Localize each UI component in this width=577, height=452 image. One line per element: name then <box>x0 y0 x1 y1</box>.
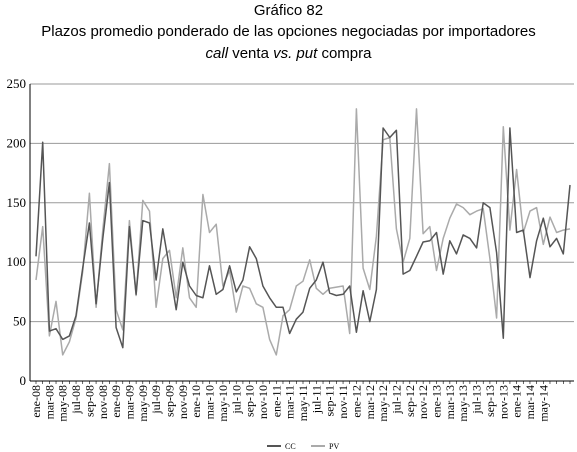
chart-legend: CC PV <box>267 442 339 451</box>
x-tick-label: nov-10 <box>256 385 270 419</box>
x-tick-label: jul-13 <box>470 385 484 415</box>
x-tick-label: mar-08 <box>42 385 56 419</box>
x-tick-label: ene-14 <box>510 385 524 418</box>
series-line-pv <box>35 108 571 356</box>
subtitle-part-5: compra <box>317 45 372 62</box>
x-tick-label: sep-11 <box>323 385 337 417</box>
subtitle-part-1: venta <box>228 45 274 62</box>
x-tick-label: mar-12 <box>363 385 377 419</box>
chart-title-line1: Gráfico 82 <box>253 2 324 19</box>
y-tick-label: 100 <box>7 254 27 269</box>
x-tick-label: ene-13 <box>430 385 444 418</box>
x-tick-label: mar-09 <box>122 385 136 419</box>
x-tick-label: ene-12 <box>349 385 363 418</box>
x-tick-label: may-14 <box>536 385 550 422</box>
y-tick-label: 50 <box>13 314 26 329</box>
x-tick-label: jul-08 <box>69 385 83 415</box>
x-tick-label: may-13 <box>456 385 470 422</box>
subtitle-part-4: put <box>296 45 318 62</box>
chart-titles: Gráfico 82 Plazos promedio ponderado de … <box>0 0 577 65</box>
x-tick-label: ene-08 <box>29 385 43 418</box>
x-tick-label: sep-13 <box>483 385 497 417</box>
x-tick-label: sep-09 <box>163 385 177 417</box>
y-tick-label: 0 <box>20 373 27 388</box>
chart-subtitle: call venta vs. put compra <box>0 43 577 65</box>
x-tick-label: sep-10 <box>243 385 257 417</box>
x-tick-label: jul-09 <box>149 385 163 415</box>
chart-title-line2: Plazos promedio ponderado de las opcione… <box>41 23 536 40</box>
x-tick-label: may-08 <box>56 385 70 422</box>
legend-label-cc: CC <box>285 442 296 451</box>
x-axis: ene-08 mar-08 may-08 jul-08 sep-08 nov-08 ene-… <box>29 381 571 422</box>
subtitle-part-0: call <box>205 45 229 62</box>
x-tick-label: jul-11 <box>309 385 323 414</box>
series-line-cc <box>35 127 571 349</box>
x-tick-label: nov-12 <box>416 385 430 419</box>
x-tick-label: nov-13 <box>496 385 510 419</box>
x-tick-label: mar-10 <box>203 385 217 419</box>
subtitle-part-2: vs. <box>273 45 293 62</box>
x-tick-label: may-10 <box>216 385 230 422</box>
x-tick-label: nov-09 <box>176 385 190 419</box>
x-tick-label: ene-11 <box>269 385 283 417</box>
x-tick-label: ene-10 <box>189 385 203 418</box>
x-tick-label: mar-11 <box>283 385 297 419</box>
x-tick-label: sep-08 <box>82 385 96 417</box>
x-tick-label: nov-08 <box>96 385 110 419</box>
x-tick-label: sep-12 <box>403 385 417 417</box>
y-tick-label: 200 <box>7 135 27 150</box>
x-tick-label: nov-11 <box>336 385 350 419</box>
x-tick-label: may-11 <box>296 385 310 421</box>
x-tick-label: may-12 <box>376 385 390 422</box>
series-lines <box>35 108 571 356</box>
x-tick-label: may-09 <box>136 385 150 422</box>
y-tick-label: 150 <box>7 195 27 210</box>
x-tick-label: ene-09 <box>109 385 123 418</box>
y-axis: 0 50 100 150 200 250 <box>7 76 574 388</box>
x-tick-label: mar-13 <box>443 385 457 419</box>
x-tick-label: jul-10 <box>229 385 243 415</box>
y-tick-label: 250 <box>7 76 27 91</box>
x-tick-label: jul-12 <box>389 385 403 415</box>
x-tick-label: mar-14 <box>523 385 537 419</box>
legend-label-pv: PV <box>329 442 339 451</box>
